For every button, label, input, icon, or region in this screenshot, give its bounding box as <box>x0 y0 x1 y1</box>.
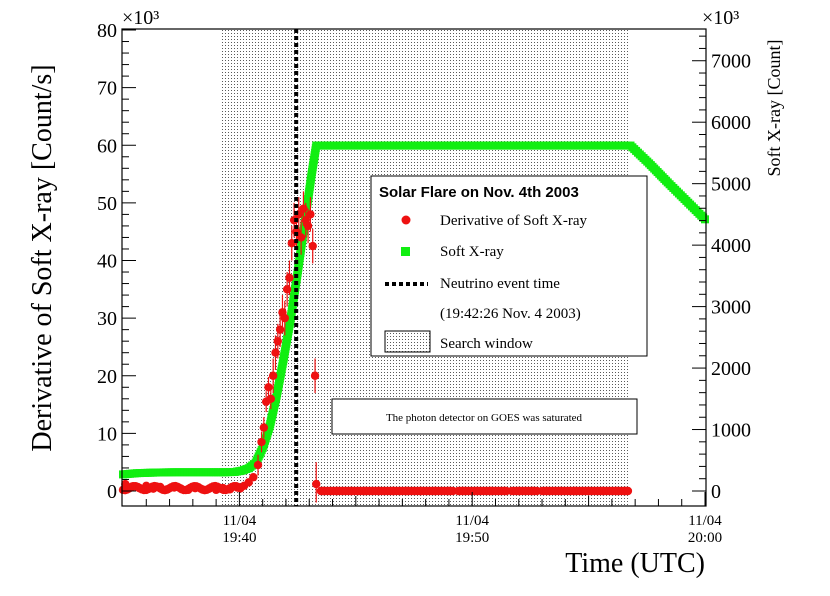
derivative-point <box>268 371 278 380</box>
y-tick-label: 20 <box>97 366 117 388</box>
derivative-series <box>118 191 633 503</box>
derivative-point <box>266 394 276 403</box>
legend-derivative-label: Derivative of Soft X-ray <box>440 213 588 229</box>
y-tick-label: 80 <box>97 20 117 42</box>
legend-window-marker <box>384 330 431 353</box>
legend-derivative-marker <box>401 215 411 225</box>
y2-tick-label: 4000 <box>711 235 751 257</box>
derivative-point <box>253 460 263 470</box>
y-tick-label: 0 <box>107 481 117 503</box>
derivative-point <box>271 348 280 357</box>
derivative-point <box>275 325 285 334</box>
x-tick-date: 11/04 <box>688 513 722 529</box>
derivative-baseline-point <box>236 484 245 493</box>
derivative-baseline-point <box>623 486 633 496</box>
legend-neutrino-detail: (19:42:26 Nov. 4 2003) <box>440 306 581 322</box>
x-tick-time: 19:40 <box>222 530 256 546</box>
derivative-point <box>308 241 317 251</box>
soft-xray-point <box>701 215 709 224</box>
y-tick-label: 30 <box>97 308 117 330</box>
x-tick-date: 11/04 <box>455 513 489 529</box>
derivative-point <box>280 313 289 323</box>
y2-axis-multiplier: ×10³ <box>702 7 739 29</box>
derivative-point <box>299 204 308 213</box>
x-axis-title: Time (UTC) <box>565 548 705 579</box>
y-tick-label: 60 <box>97 135 117 157</box>
y2-tick-label: 7000 <box>711 51 751 73</box>
derivative-point <box>249 472 258 482</box>
derivative-point <box>264 383 273 392</box>
x-tick-time: 19:50 <box>455 530 489 546</box>
y2-tick-label: 1000 <box>711 420 751 442</box>
y2-tick-label: 3000 <box>711 297 751 319</box>
legend: Solar Flare on Nov. 4th 2003 Derivative … <box>370 175 648 357</box>
y-axis-title: Derivative of Soft X-ray [Count/s] <box>27 64 58 451</box>
y-tick-label: 50 <box>97 193 117 215</box>
derivative-point <box>285 273 294 282</box>
y-tick-label: 10 <box>97 423 117 445</box>
derivative-point <box>287 239 296 248</box>
legend-title: Solar Flare on Nov. 4th 2003 <box>379 184 579 201</box>
y2-tick-label: 5000 <box>711 174 751 196</box>
legend-window-label: Search window <box>440 336 533 352</box>
y2-axis-title: Soft X-ray [Count] <box>764 40 784 177</box>
saturation-annotation-text: The photon detector on GOES was saturate… <box>386 412 583 424</box>
derivative-point <box>259 423 269 432</box>
derivative-point <box>303 221 313 231</box>
derivative-point <box>296 233 306 242</box>
legend-softxray-marker <box>401 247 410 256</box>
y-tick-label: 70 <box>97 78 117 100</box>
x-tick-time: 20:00 <box>688 530 722 546</box>
legend-neutrino-label: Neutrino event time <box>440 276 560 292</box>
derivative-point <box>306 210 315 219</box>
axes: 0 10 20 30 40 50 60 70 80 0 1000 2000 3000 4000 5000 60… <box>97 20 751 546</box>
y2-tick-label: 6000 <box>711 112 751 134</box>
derivative-point <box>282 285 292 294</box>
derivative-point <box>273 336 283 346</box>
plot-frame <box>121 28 707 507</box>
derivative-point <box>310 371 320 380</box>
y-axis-multiplier: ×10³ <box>122 7 159 29</box>
legend-softxray-label: Soft X-ray <box>440 244 504 260</box>
derivative-point <box>257 437 266 447</box>
y2-tick-label: 2000 <box>711 358 751 380</box>
y2-tick-label: 0 <box>711 481 721 503</box>
x-tick-date: 11/04 <box>223 513 257 529</box>
soft-xray-series <box>119 141 709 479</box>
y-tick-label: 40 <box>97 251 117 273</box>
saturation-annotation: The photon detector on GOES was saturate… <box>331 398 638 435</box>
